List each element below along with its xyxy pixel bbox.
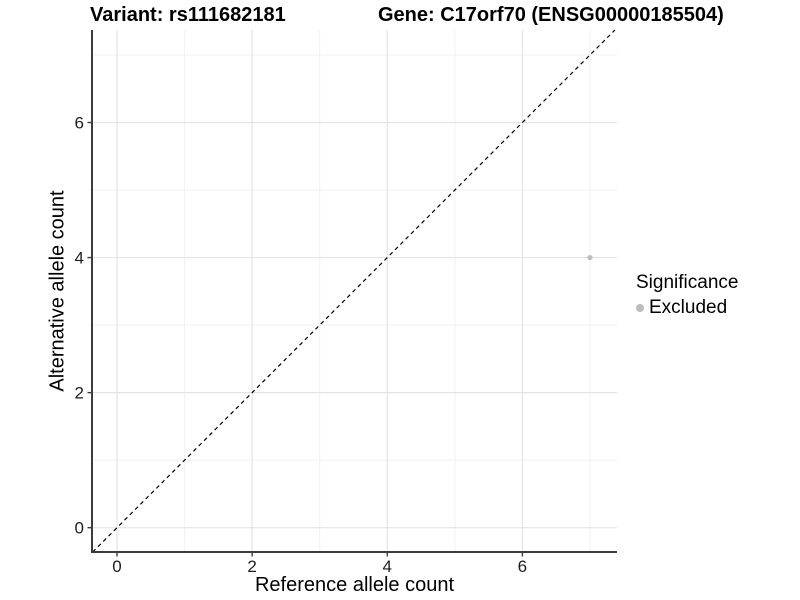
x-tick-label: 4 xyxy=(383,557,392,576)
y-axis-title: Alternative allele count xyxy=(46,190,69,392)
y-tick-label: 4 xyxy=(75,249,84,268)
data-point xyxy=(587,254,593,261)
plot-title-gene: Gene: C17orf70 (ENSG00000185504) xyxy=(378,4,724,26)
y-tick-label: 0 xyxy=(75,519,84,538)
x-tick-label: 2 xyxy=(247,557,256,576)
y-tick-label: 6 xyxy=(75,114,84,133)
axis-lines xyxy=(91,30,617,553)
identity-line xyxy=(92,29,616,553)
plot-title-variant: Variant: rs111682181 xyxy=(90,4,286,26)
legend-entry-excluded: Excluded xyxy=(636,297,738,319)
y-tick-label: 2 xyxy=(75,384,84,403)
legend-entry-label: Excluded xyxy=(649,297,728,318)
x-tick-label: 0 xyxy=(112,557,121,576)
x-tick-label: 6 xyxy=(518,557,527,576)
legend-point-icon xyxy=(636,304,644,312)
x-axis-title: Reference allele count xyxy=(254,574,454,596)
legend: Significance Excluded xyxy=(636,272,738,319)
legend-title: Significance xyxy=(636,272,739,293)
